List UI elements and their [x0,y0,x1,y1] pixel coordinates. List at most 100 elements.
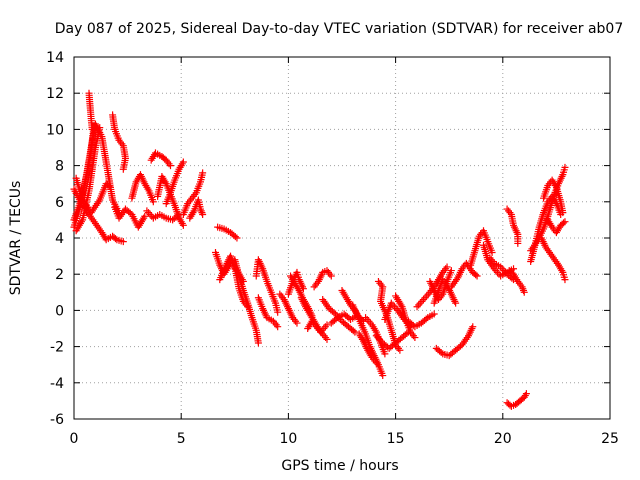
y-tick-label: 0 [55,303,64,319]
series-track-53 [540,176,567,217]
series-track-14 [179,169,207,218]
data-point [149,198,157,206]
data-point [145,209,153,217]
data-point [148,212,156,220]
data-point [419,296,427,304]
data-point [231,233,239,241]
y-tick-label: 10 [46,122,64,138]
series-track-35 [372,328,412,352]
data-point [106,183,114,191]
series-track-38 [404,310,438,331]
series-track-11 [147,149,174,170]
series-track-10 [143,207,183,224]
data-point [274,323,282,331]
data-point [418,297,426,305]
y-tick-label: 14 [46,50,64,66]
series-track-19 [231,256,262,347]
data-point [197,207,205,215]
series-track-9 [128,171,157,206]
series-track-16 [214,223,241,242]
data-point [522,390,530,398]
series-track-48 [505,267,528,296]
axis-ticks [73,56,611,420]
series-track-51 [527,163,569,255]
data-point [179,221,187,229]
data-point [323,335,331,343]
data-point [105,182,113,190]
data-point [413,303,421,311]
data-point [411,334,419,342]
series-track-27 [310,267,335,291]
series-track-13 [162,158,187,208]
y-tick-label: 6 [55,195,64,211]
x-tick-label: 25 [601,431,619,447]
data-point [473,272,481,280]
data-point [415,301,423,309]
series-track-7 [109,111,129,173]
data-point [111,235,119,243]
data-point [274,308,282,316]
data-point [88,125,96,133]
x-tick-labels: 0 5 10 15 20 25 [70,431,619,447]
series-track-26 [304,317,331,336]
data-point [233,234,241,242]
data-point [560,219,568,227]
data-point [349,327,357,335]
data-point [293,319,301,327]
y-tick-label: 12 [46,86,64,102]
y-tick-label: 8 [55,159,64,175]
data-point [379,372,387,380]
x-tick-label: 10 [279,431,297,447]
series-track-22 [276,290,301,327]
data-point [254,339,262,347]
data-point [443,263,451,271]
series-track-41 [430,276,460,307]
data-point [199,169,207,177]
series-track-21 [254,294,282,331]
data-point [422,315,430,323]
data-point [472,271,480,279]
data-point [327,272,335,280]
series-track-28 [319,296,359,336]
series-track-49 [503,390,530,410]
x-axis-label: GPS time / hours [281,458,398,474]
data-point [561,218,569,226]
data-point [119,165,127,173]
data-point [372,359,380,367]
series-track-15 [186,196,207,222]
data-point [447,267,455,275]
data-point [421,294,429,302]
y-tick-label: 4 [55,231,64,247]
data-point [452,299,460,307]
data-point [559,209,567,217]
data-point [365,317,373,325]
series-track-8 [111,203,149,231]
y-axis-label: SDTVAR / TECUs [8,181,24,296]
data-point [96,124,104,132]
series-track-24 [284,268,307,298]
data-point [561,276,569,284]
data-point [430,310,438,318]
series-track-52 [537,234,569,284]
series-track-20 [252,256,282,316]
series-track-44 [467,227,496,269]
data-point [363,315,371,323]
series-track-33 [355,330,380,367]
y-tick-labels: -6 -4 -2 0 2 4 6 8 10 12 14 [46,50,64,428]
x-tick-label: 20 [494,431,512,447]
y-tick-label: 2 [55,267,64,283]
data-point [330,309,338,317]
series-track-47 [503,205,522,247]
data-point [437,348,445,356]
series-track-42 [432,323,477,360]
series-track-43 [447,259,481,291]
y-tick-label: -4 [50,376,64,392]
chart-title: Day 087 of 2025, Sidereal Day-to-day VTE… [55,21,624,37]
data-point [469,323,477,331]
y-tick-label: -2 [50,340,64,356]
data-point [488,248,496,256]
data-point [166,162,174,170]
data-point [179,158,187,166]
data-point [199,210,207,218]
